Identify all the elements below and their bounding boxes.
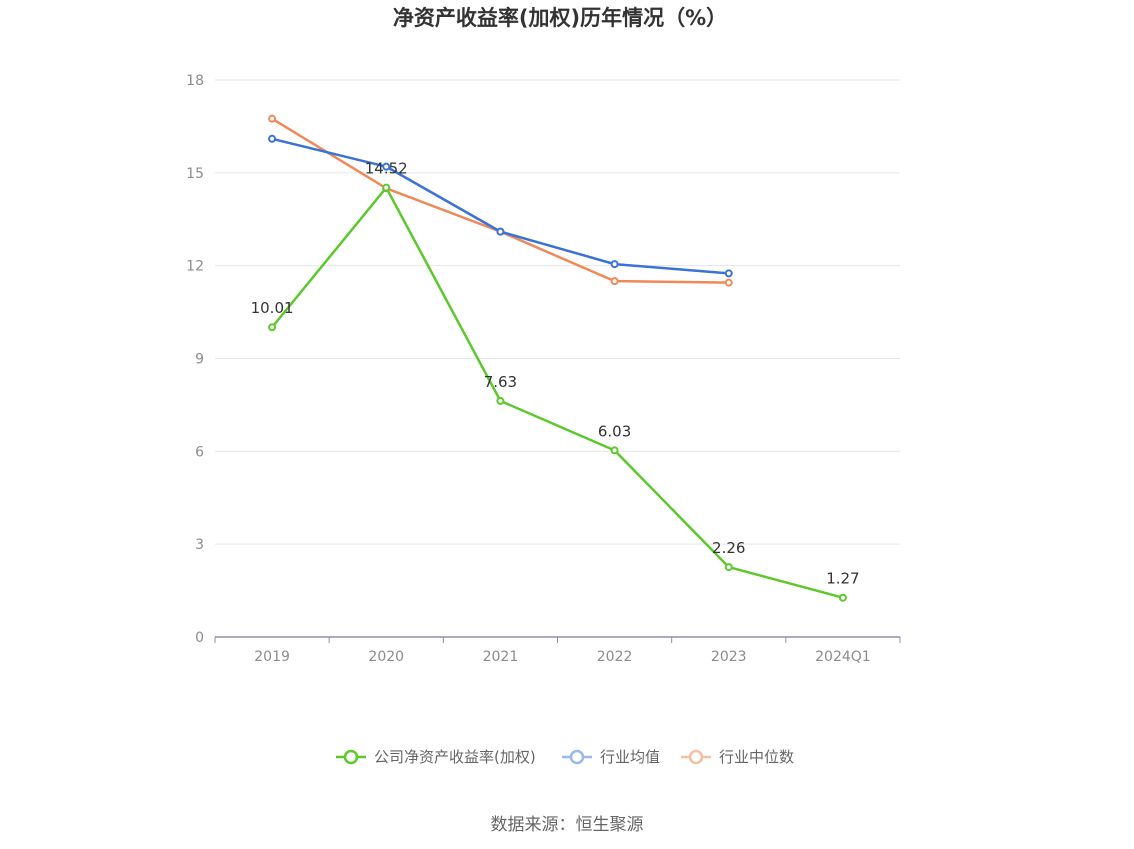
- data-label: 1.27: [826, 570, 859, 588]
- data-label: 7.63: [484, 373, 517, 391]
- data-point: [838, 593, 847, 602]
- legend-swatch-marker: [688, 749, 704, 765]
- series: [268, 114, 847, 602]
- legend-swatch-marker: [569, 749, 585, 765]
- axes: 0 3 6 9 12 15 18 2019 2020 2021 2022 2023 2024Q1: [186, 73, 901, 665]
- data-label: 14.52: [365, 160, 408, 178]
- series-line: [271, 186, 844, 599]
- y-tick-label: 9: [195, 352, 204, 368]
- data-label: 6.03: [598, 422, 631, 440]
- x-tick-label: 2021: [483, 649, 519, 665]
- data-labels: 10.01 14.52 7.63 6.03 2.26 1.27: [251, 160, 860, 588]
- x-tick-label: 2024Q1: [815, 649, 871, 665]
- grid: [215, 79, 900, 545]
- data-point: [610, 446, 619, 455]
- legend: 公司净资产收益率(加权) 行业均值 行业中位数: [336, 748, 794, 766]
- y-tick-label: 18: [186, 73, 204, 89]
- data-point: [382, 183, 391, 192]
- series-line: [271, 117, 729, 284]
- data-point: [724, 278, 733, 287]
- series-line: [271, 137, 729, 275]
- x-tick-label: 2023: [711, 649, 747, 665]
- y-tick-label: 0: [195, 630, 204, 646]
- data-point: [496, 396, 505, 405]
- data-point: [610, 260, 619, 269]
- x-tick-label: 2022: [597, 649, 633, 665]
- data-label: 2.26: [712, 539, 745, 557]
- legend-swatch-marker: [343, 749, 359, 765]
- legend-label[interactable]: 行业均值: [600, 748, 660, 766]
- x-tick-label: 2020: [368, 649, 404, 665]
- data-point: [496, 227, 505, 236]
- x-tick-label: 2019: [254, 649, 290, 665]
- data-point: [268, 323, 277, 332]
- data-point: [268, 134, 277, 143]
- y-tick-label: 3: [195, 537, 204, 553]
- y-tick-label: 15: [186, 166, 204, 182]
- chart-title: 净资产收益率(加权)历年情况（%）: [393, 6, 727, 30]
- data-label: 10.01: [251, 299, 294, 317]
- y-tick-label: 12: [186, 259, 204, 275]
- data-point: [724, 563, 733, 572]
- legend-label[interactable]: 公司净资产收益率(加权): [374, 748, 536, 766]
- legend-label[interactable]: 行业中位数: [719, 748, 794, 766]
- source-note: 数据来源：恒生聚源: [491, 815, 644, 835]
- data-point: [610, 277, 619, 286]
- y-tick-label: 6: [195, 444, 204, 460]
- data-point: [724, 269, 733, 278]
- data-point: [268, 114, 277, 123]
- data-point: [382, 162, 391, 171]
